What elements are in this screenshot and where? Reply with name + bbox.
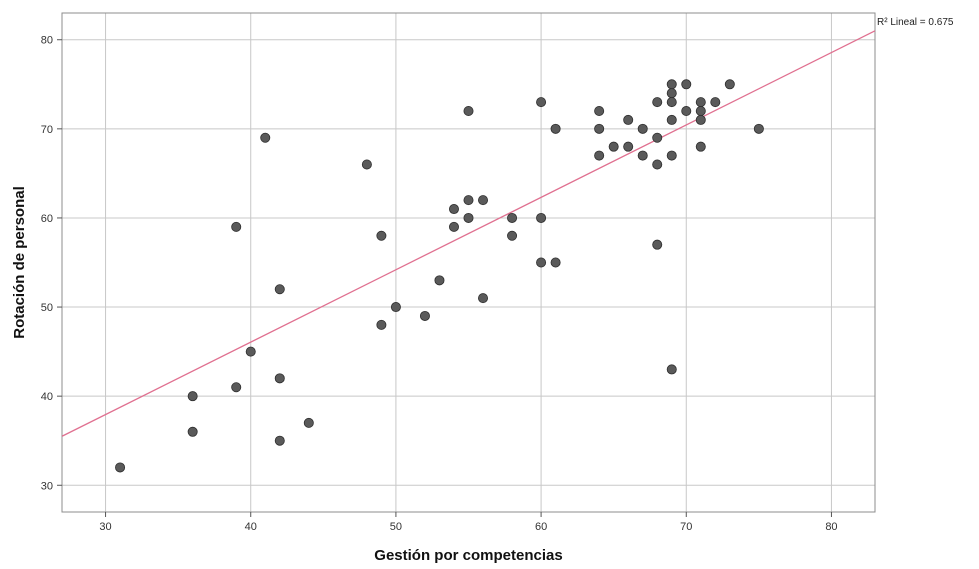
data-point: [724, 79, 735, 90]
data-point: [303, 417, 314, 428]
plot-frame: [61, 12, 876, 513]
data-point: [637, 123, 648, 134]
fit-line-label: R² Lineal = 0.675: [877, 17, 954, 28]
data-point: [478, 293, 489, 304]
data-point: [245, 346, 256, 357]
data-point: [376, 319, 387, 330]
data-point: [536, 257, 547, 268]
x-axis-title: Gestión por competencias: [374, 547, 562, 564]
y-tick-label: 40: [41, 391, 53, 403]
data-point: [274, 373, 285, 384]
x-tick-label: 60: [535, 521, 547, 533]
data-point: [608, 141, 619, 152]
x-tick-label: 80: [825, 521, 837, 533]
data-point: [594, 123, 605, 134]
data-point: [666, 97, 677, 108]
data-point: [637, 150, 648, 161]
data-point: [187, 391, 198, 402]
data-point: [623, 114, 634, 125]
data-point: [463, 106, 474, 117]
data-point: [666, 79, 677, 90]
fit-line: [61, 30, 876, 437]
y-axis-ticks: 30 40 50 60 70 80: [41, 35, 62, 492]
fit-line-group: [61, 30, 876, 437]
data-point: [274, 435, 285, 446]
data-point: [448, 221, 459, 232]
data-point: [753, 123, 764, 134]
y-tick-label: 30: [41, 480, 53, 492]
data-point: [187, 426, 198, 437]
data-point: [710, 97, 721, 108]
data-point: [695, 141, 706, 152]
data-point: [666, 114, 677, 125]
data-point: [652, 239, 663, 250]
data-point: [507, 212, 518, 223]
data-point: [260, 132, 271, 143]
grid-lines: [62, 13, 875, 512]
data-point: [536, 212, 547, 223]
data-point: [448, 204, 459, 215]
data-point: [231, 382, 242, 393]
data-point: [681, 106, 692, 117]
data-point: [695, 114, 706, 125]
data-point: [681, 79, 692, 90]
data-point: [594, 106, 605, 117]
x-tick-label: 50: [390, 521, 402, 533]
data-point: [507, 230, 518, 241]
y-tick-label: 60: [41, 213, 53, 225]
data-point: [274, 284, 285, 295]
data-point: [666, 364, 677, 375]
x-tick-label: 30: [99, 521, 111, 533]
data-point: [361, 159, 372, 170]
data-point: [652, 97, 663, 108]
y-tick-label: 50: [41, 302, 53, 314]
data-point: [695, 97, 706, 108]
data-point: [666, 150, 677, 161]
x-axis-ticks: 30 40 50 60 70 80: [99, 512, 838, 533]
data-point: [652, 132, 663, 143]
data-point: [231, 221, 242, 232]
y-axis-title: Rotación de personal: [11, 186, 28, 339]
data-point: [536, 97, 547, 108]
y-tick-label: 80: [41, 35, 53, 47]
data-point: [666, 88, 677, 99]
data-point: [695, 106, 706, 117]
data-point: [434, 275, 445, 286]
data-point: [594, 150, 605, 161]
data-point: [419, 310, 430, 321]
data-point: [463, 212, 474, 223]
data-point: [550, 123, 561, 134]
data-point: [115, 462, 126, 473]
data-points: [115, 79, 764, 473]
x-tick-label: 70: [680, 521, 692, 533]
data-point: [463, 195, 474, 206]
data-point: [478, 195, 489, 206]
data-point: [623, 141, 634, 152]
data-point: [652, 159, 663, 170]
y-tick-label: 70: [41, 124, 53, 136]
x-tick-label: 40: [245, 521, 257, 533]
data-point: [550, 257, 561, 268]
data-point: [390, 302, 401, 313]
data-point: [376, 230, 387, 241]
